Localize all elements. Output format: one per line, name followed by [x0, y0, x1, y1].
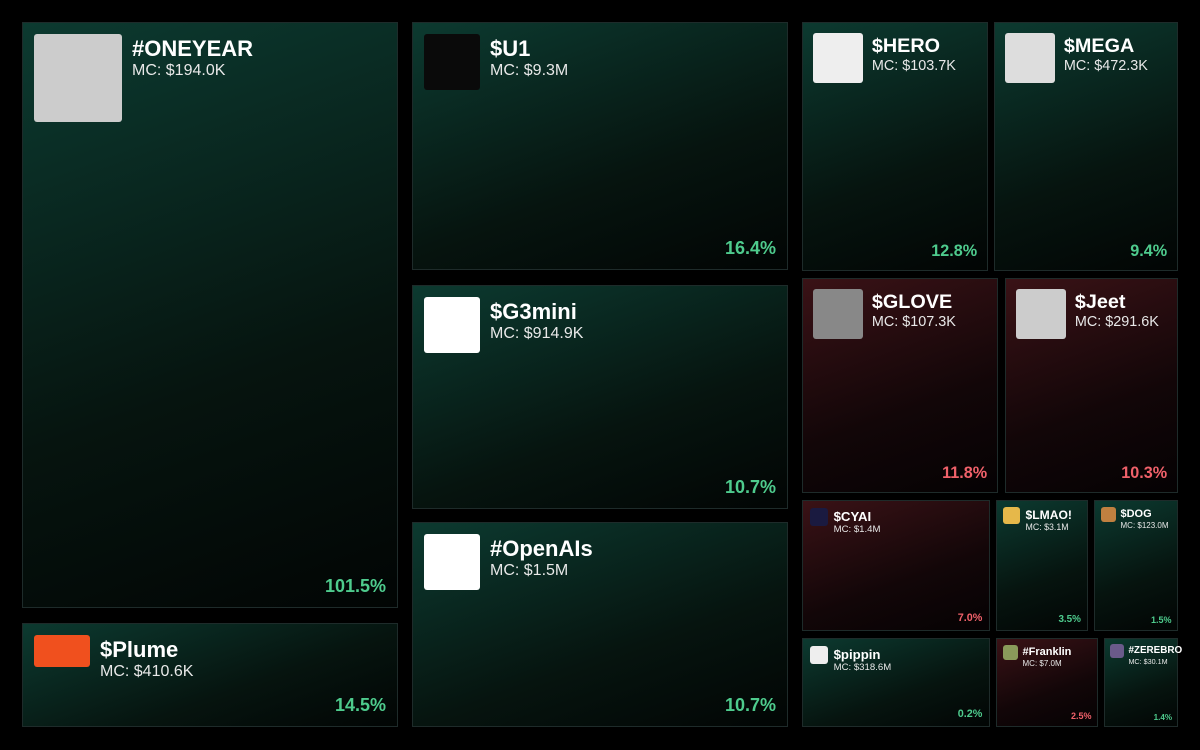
price-change: 14.5% — [334, 695, 386, 715]
market-cap: MC: $914.9K — [490, 325, 584, 342]
token-icon — [1003, 507, 1021, 525]
token-name: #Franklin — [1022, 645, 1072, 658]
tile: #OpenAIs MC: $1.5M 10.7% — [412, 522, 788, 727]
market-cap: MC: $1.4M — [833, 524, 881, 536]
price-change: 10.7% — [724, 695, 776, 715]
tile: $LMAO! MC: $3.1M 3.5% — [996, 500, 1088, 631]
market-cap: MC: $30.1M — [1128, 656, 1168, 666]
token-icon — [1109, 643, 1124, 658]
price-change: 16.4% — [724, 238, 776, 258]
market-cap: MC: $410.6K — [100, 663, 194, 680]
token-name: $DOG — [1120, 507, 1152, 520]
token-name: $U1 — [490, 36, 531, 61]
price-change: 10.7% — [724, 477, 776, 497]
token-name: $Plume — [100, 637, 179, 662]
tile: #Franklin MC: $7.0M 2.5% — [996, 638, 1098, 727]
token-icon — [1100, 506, 1116, 522]
token-icon — [424, 534, 480, 590]
price-change: 7.0% — [957, 612, 983, 624]
price-change: 9.4% — [1130, 242, 1168, 260]
market-cap: MC: $291.6K — [1074, 314, 1159, 331]
token-icon — [34, 34, 122, 122]
price-change: 2.5% — [1070, 711, 1092, 721]
token-name: $CYAI — [833, 508, 872, 524]
market-cap: MC: $318.6M — [833, 662, 892, 674]
token-icon — [424, 34, 480, 90]
market-cap: MC: $107.3K — [871, 314, 956, 331]
price-change: 12.8% — [931, 242, 978, 260]
token-name: #OpenAIs — [490, 536, 593, 561]
token-name: $Jeet — [1074, 290, 1126, 313]
tile: $GLOVE MC: $107.3K 11.8% — [802, 278, 998, 493]
tile: $CYAI MC: $1.4M 7.0% — [802, 500, 990, 631]
tile: #ONEYEAR MC: $194.0K 101.5% — [22, 22, 398, 608]
token-name: $LMAO! — [1025, 508, 1072, 523]
market-cap: MC: $9.3M — [490, 62, 569, 79]
token-icon — [1015, 288, 1066, 339]
token-icon — [1002, 644, 1018, 660]
price-change: 101.5% — [324, 576, 386, 596]
market-cap: MC: $1.5M — [490, 562, 569, 579]
tile: $DOG MC: $123.0M 1.5% — [1094, 500, 1178, 631]
token-name: $G3mini — [490, 299, 577, 324]
token-icon — [809, 507, 828, 526]
tile: $G3mini MC: $914.9K 10.7% — [412, 285, 788, 509]
token-name: $HERO — [871, 34, 941, 57]
token-icon — [34, 635, 90, 667]
tile: $MEGA MC: $472.3K 9.4% — [994, 22, 1178, 271]
market-cap: MC: $3.1M — [1025, 522, 1069, 533]
token-icon — [809, 645, 828, 664]
token-name: #ONEYEAR — [132, 36, 254, 61]
price-change: 1.5% — [1150, 615, 1172, 625]
token-name: $pippin — [833, 646, 881, 662]
price-change: 0.2% — [957, 708, 983, 720]
token-name: #ZEREBRO — [1128, 644, 1183, 656]
price-change: 3.5% — [1058, 613, 1081, 625]
token-name: $MEGA — [1063, 34, 1135, 57]
market-cap: MC: $103.7K — [871, 58, 956, 75]
price-change: 10.3% — [1121, 464, 1168, 482]
price-change: 1.4% — [1153, 712, 1173, 722]
token-icon — [1004, 32, 1055, 83]
tile: $pippin MC: $318.6M 0.2% — [802, 638, 990, 727]
market-cap: MC: $7.0M — [1022, 658, 1062, 668]
tile: $Plume MC: $410.6K 14.5% — [22, 623, 398, 727]
market-cap: MC: $123.0M — [1120, 520, 1169, 530]
tile: $Jeet MC: $291.6K 10.3% — [1005, 278, 1178, 493]
token-icon — [812, 32, 863, 83]
tile: $U1 MC: $9.3M 16.4% — [412, 22, 788, 270]
price-change: 11.8% — [942, 464, 988, 482]
token-icon — [812, 288, 863, 339]
tile: #ZEREBRO MC: $30.1M 1.4% — [1104, 638, 1182, 727]
token-icon — [424, 297, 480, 353]
tile: $HERO MC: $103.7K 12.8% — [802, 22, 988, 271]
market-cap: MC: $472.3K — [1063, 58, 1148, 75]
market-cap: MC: $194.0K — [132, 62, 226, 79]
token-name: $GLOVE — [871, 290, 953, 313]
